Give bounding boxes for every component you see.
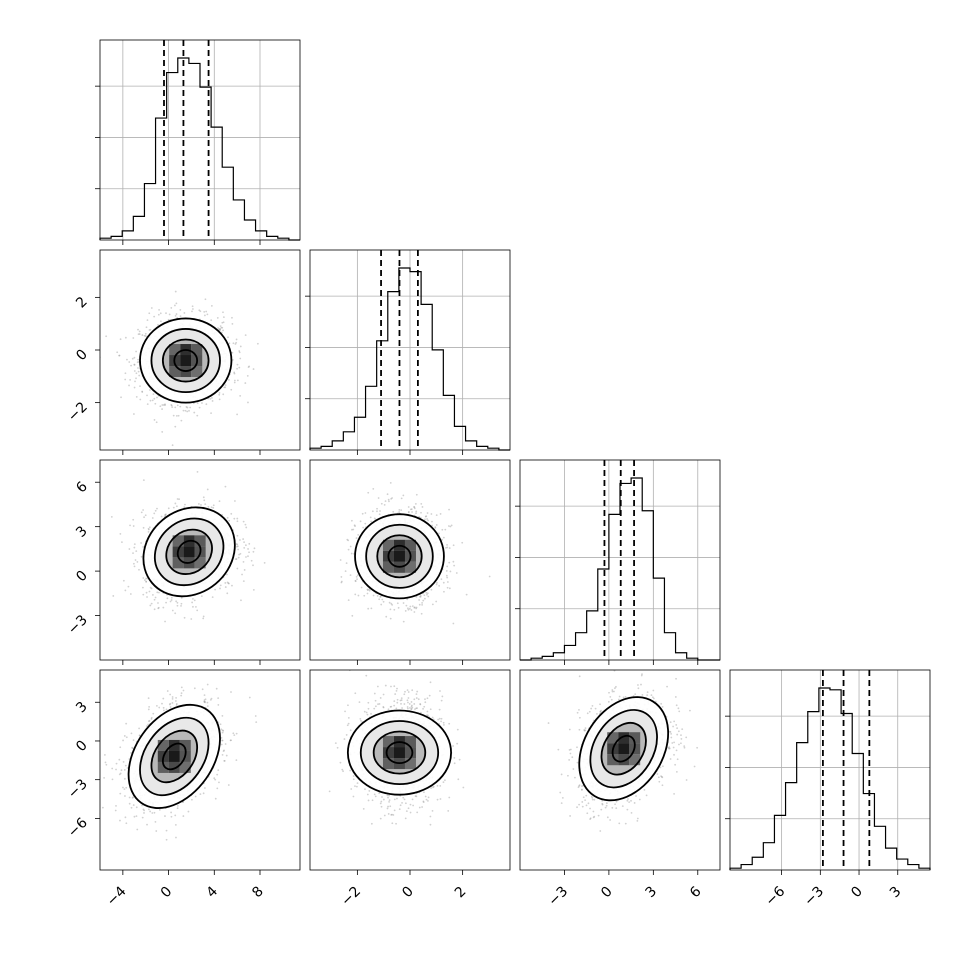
scatter-panel-1-2 <box>309 459 511 661</box>
scatter-panel-2-3 <box>519 669 721 871</box>
x-tick-label-3-1: −3 <box>801 884 827 910</box>
x-tick-label-3-3: 3 <box>887 884 905 902</box>
contour-line <box>600 722 647 776</box>
histogram-3 <box>729 687 931 870</box>
y-tick-label-3-1: −3 <box>65 776 91 802</box>
y-tick-label-1-1: 0 <box>73 347 91 365</box>
x-tick-label-0-0: −4 <box>104 883 130 909</box>
y-tick-label-2-0: −3 <box>65 612 91 638</box>
scatter-panel-0-2 <box>99 459 301 661</box>
contour-line <box>359 720 440 786</box>
y-tick-label-3-2: 0 <box>73 737 91 755</box>
hist-panel-0 <box>95 39 301 241</box>
contour-line <box>346 709 452 796</box>
contour-line <box>387 544 412 568</box>
y-tick-label-1-0: −2 <box>65 399 91 425</box>
hist-panel-1 <box>305 249 511 451</box>
contour-line <box>376 534 423 579</box>
y-tick-label-1-2: 2 <box>73 294 91 312</box>
contour-line <box>150 328 221 394</box>
contour-line <box>153 517 225 587</box>
contour-line <box>589 709 658 789</box>
contour-line <box>372 730 427 775</box>
x-tick-label-0-3: 8 <box>249 884 267 902</box>
histogram-0 <box>99 57 300 241</box>
contour-line <box>354 513 445 600</box>
hist-panel-2 <box>515 459 721 661</box>
contour-line <box>365 523 434 589</box>
contour-line <box>139 716 210 797</box>
hist-panel-3 <box>725 669 931 871</box>
x-tick-label-3-0: −6 <box>763 883 789 909</box>
y-tick-label-2-2: 3 <box>73 523 91 541</box>
contour-line <box>142 506 236 598</box>
x-tick-label-1-0: −2 <box>338 884 364 910</box>
x-tick-label-0-2: 4 <box>203 883 221 901</box>
contour-line <box>611 734 636 763</box>
contour-line <box>578 696 670 802</box>
y-tick-label-3-0: −6 <box>65 815 91 841</box>
x-tick-label-2-2: 3 <box>643 884 661 902</box>
x-tick-label-1-1: 0 <box>399 884 417 902</box>
contour-line <box>173 349 199 372</box>
x-tick-label-2-1: 0 <box>598 884 616 902</box>
y-tick-label-2-3: 6 <box>73 479 91 497</box>
contour-line <box>139 317 233 404</box>
scatter-panel-0-1 <box>99 249 301 451</box>
x-tick-label-0-1: 0 <box>158 884 176 902</box>
x-tick-label-2-3: 6 <box>687 883 705 901</box>
x-tick-label-1-2: 2 <box>452 884 470 902</box>
contour-line <box>150 729 199 784</box>
histogram-1 <box>309 267 510 451</box>
y-tick-label-2-1: 0 <box>73 568 91 586</box>
contour-line <box>161 742 187 771</box>
y-tick-label-3-3: 3 <box>73 699 91 717</box>
x-tick-label-2-0: −3 <box>545 884 571 910</box>
x-tick-label-3-2: 0 <box>848 884 866 902</box>
scatter-panel-1-3 <box>309 669 511 871</box>
contour-line <box>127 703 221 809</box>
contour-line <box>385 741 414 765</box>
contour-line <box>165 528 213 575</box>
scatter-panel-0-3 <box>99 669 301 871</box>
contour-line <box>176 539 202 564</box>
contour-line <box>161 338 210 383</box>
